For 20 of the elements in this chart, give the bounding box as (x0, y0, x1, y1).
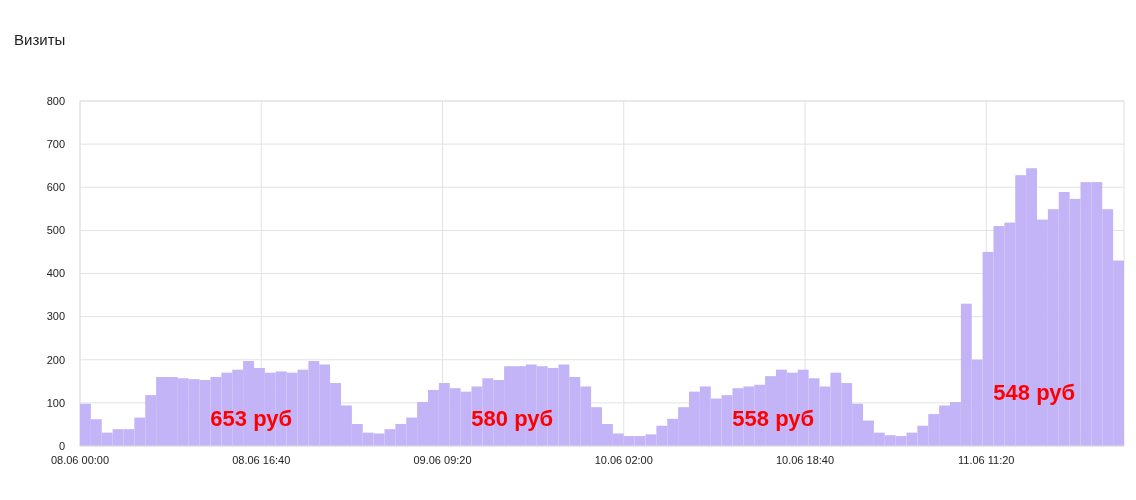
y-tick-label: 0 (58, 439, 65, 452)
y-tick-label: 200 (46, 353, 65, 366)
y-tick-label: 300 (46, 310, 65, 323)
x-tick-label: 10.06 02:00 (594, 454, 653, 466)
x-tick-label: 11.06 11:20 (958, 454, 1015, 466)
x-tick-label: 08.06 00:00 (50, 454, 110, 466)
annotation: 558 руб (732, 405, 815, 431)
annotation: 548 руб (993, 379, 1076, 405)
y-tick-label: 100 (46, 396, 65, 409)
x-tick-label: 10.06 18:40 (775, 454, 835, 466)
y-tick-label: 600 (46, 181, 65, 194)
annotation: 653 руб (210, 405, 293, 431)
y-tick-label: 700 (46, 137, 65, 150)
x-tick-label: 08.06 16:40 (232, 454, 291, 466)
y-tick-label: 800 (46, 94, 65, 107)
chart-title: Визиты (14, 31, 66, 48)
y-tick-label: 500 (46, 224, 65, 237)
y-tick-label: 400 (46, 267, 65, 280)
x-tick-label: 09.06 09:20 (413, 454, 472, 466)
annotation: 580 руб (471, 405, 554, 431)
